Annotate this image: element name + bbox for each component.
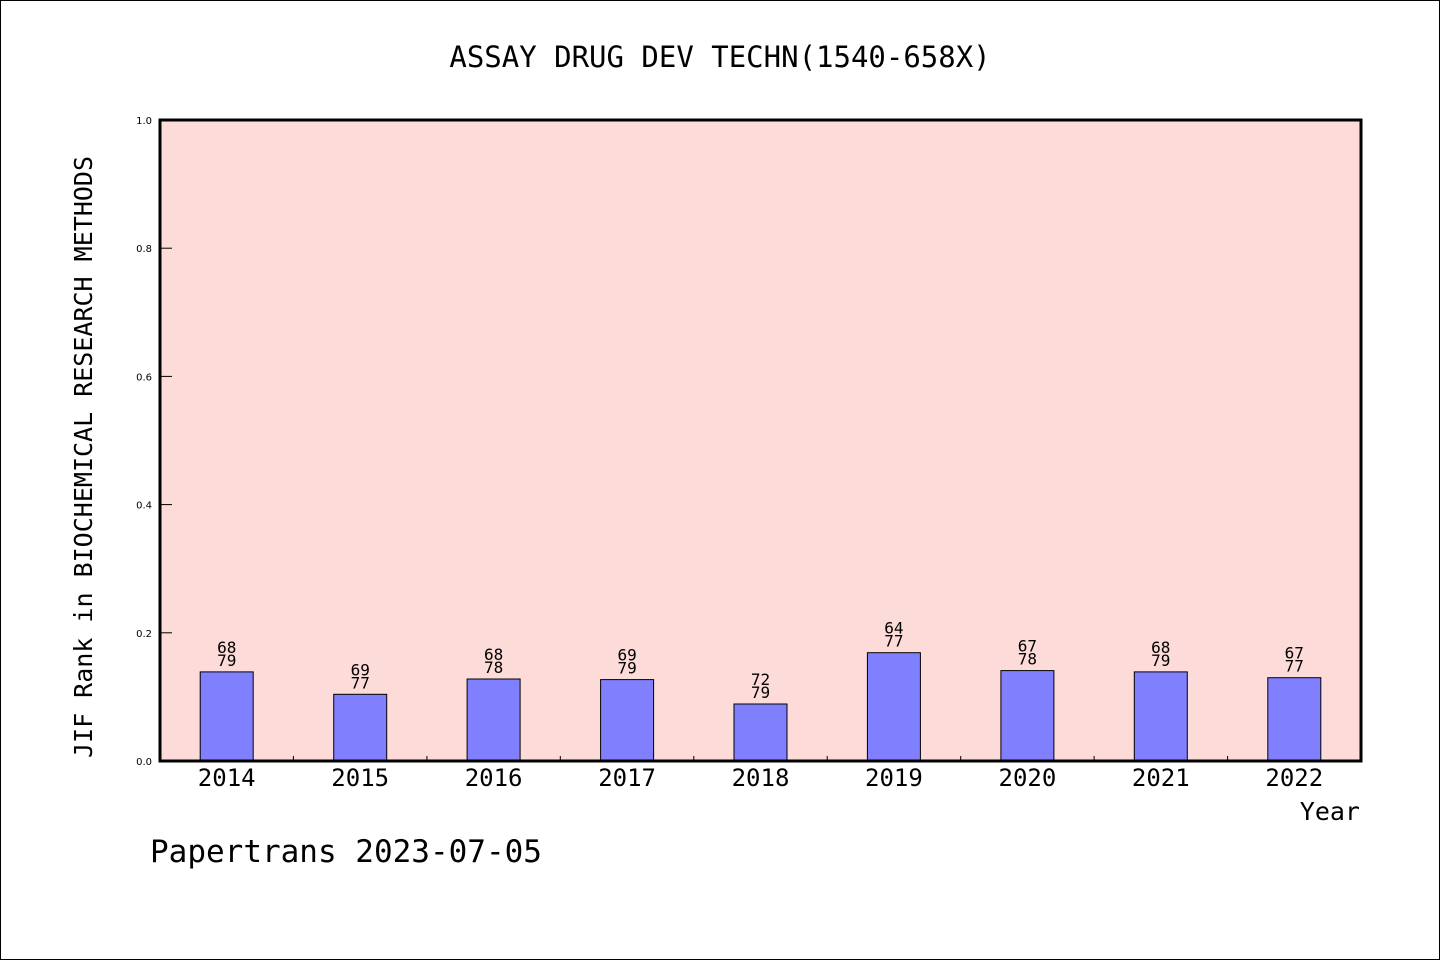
y-tick-label: 0.8 [136, 244, 152, 255]
bar-label-total-2018: 79 [751, 683, 770, 702]
bars-layer [199, 652, 1322, 762]
bar-2017 [600, 679, 655, 762]
bar-2022 [1267, 677, 1322, 762]
x-tick-label-2019: 2019 [865, 764, 923, 792]
bar-2020 [1000, 670, 1055, 762]
bar-label-rank-2019: 64 [884, 619, 903, 638]
y-axis-label: JIF Rank in BIOCHEMICAL RESEARCH METHODS [69, 156, 98, 758]
x-tick-label-2016: 2016 [465, 764, 523, 792]
y-tick-label: 0.2 [136, 629, 152, 640]
bar-label-total-2019: 77 [884, 632, 903, 651]
x-axis-label: Year [1300, 797, 1360, 826]
bar-label-rank-2018: 72 [751, 670, 770, 689]
y-tick-label: 0.4 [136, 501, 152, 512]
bar-2018 [733, 703, 788, 762]
bar-label-total-2016: 78 [484, 658, 503, 677]
bar-2015 [333, 693, 388, 762]
bar-label-total-2021: 79 [1151, 651, 1170, 670]
y-tick-label: 0.6 [136, 372, 152, 383]
x-tick-label-2021: 2021 [1132, 764, 1190, 792]
bar-label-total-2017: 79 [617, 659, 636, 678]
chart-title: ASSAY DRUG DEV TECHN(1540-658X) [449, 40, 990, 74]
y-tick-label: 0.0 [136, 757, 152, 768]
bar-label-rank-2015: 69 [351, 660, 370, 679]
bar-label-rank-2021: 68 [1151, 638, 1170, 657]
x-tick-label-2018: 2018 [732, 764, 790, 792]
x-tick-label-2022: 2022 [1265, 764, 1323, 792]
bar-label-rank-2017: 69 [617, 646, 636, 665]
bar-label-rank-2020: 67 [1018, 637, 1037, 656]
bar-2019 [866, 652, 921, 762]
plot-area [160, 120, 1361, 761]
bar-label-rank-2014: 68 [217, 638, 236, 657]
bar-label-total-2015: 77 [351, 673, 370, 692]
x-axis: 2014 2015 2016 2017 2018 2019 2020 2021 2022 [198, 756, 1323, 792]
x-tick-label-2020: 2020 [999, 764, 1057, 792]
bar-2021 [1133, 671, 1188, 762]
bar-2014 [199, 671, 254, 762]
x-tick-label-2014: 2014 [198, 764, 256, 792]
x-tick-label-2017: 2017 [598, 764, 656, 792]
bar-label-rank-2016: 68 [484, 645, 503, 664]
bar-label-total-2014: 79 [217, 651, 236, 670]
y-axis: 0.0 0.2 0.4 0.6 0.8 1.0 [136, 116, 172, 768]
bar-label-rank-2022: 67 [1285, 644, 1304, 663]
plot-border [158, 118, 1363, 763]
bar-label-total-2020: 78 [1018, 650, 1037, 669]
bar-label-total-2022: 77 [1285, 657, 1304, 676]
bar-2016 [466, 678, 521, 762]
y-tick-label: 1.0 [136, 116, 152, 127]
x-tick-label-2015: 2015 [331, 764, 389, 792]
footer-credit: Papertrans 2023-07-05 [150, 834, 542, 870]
